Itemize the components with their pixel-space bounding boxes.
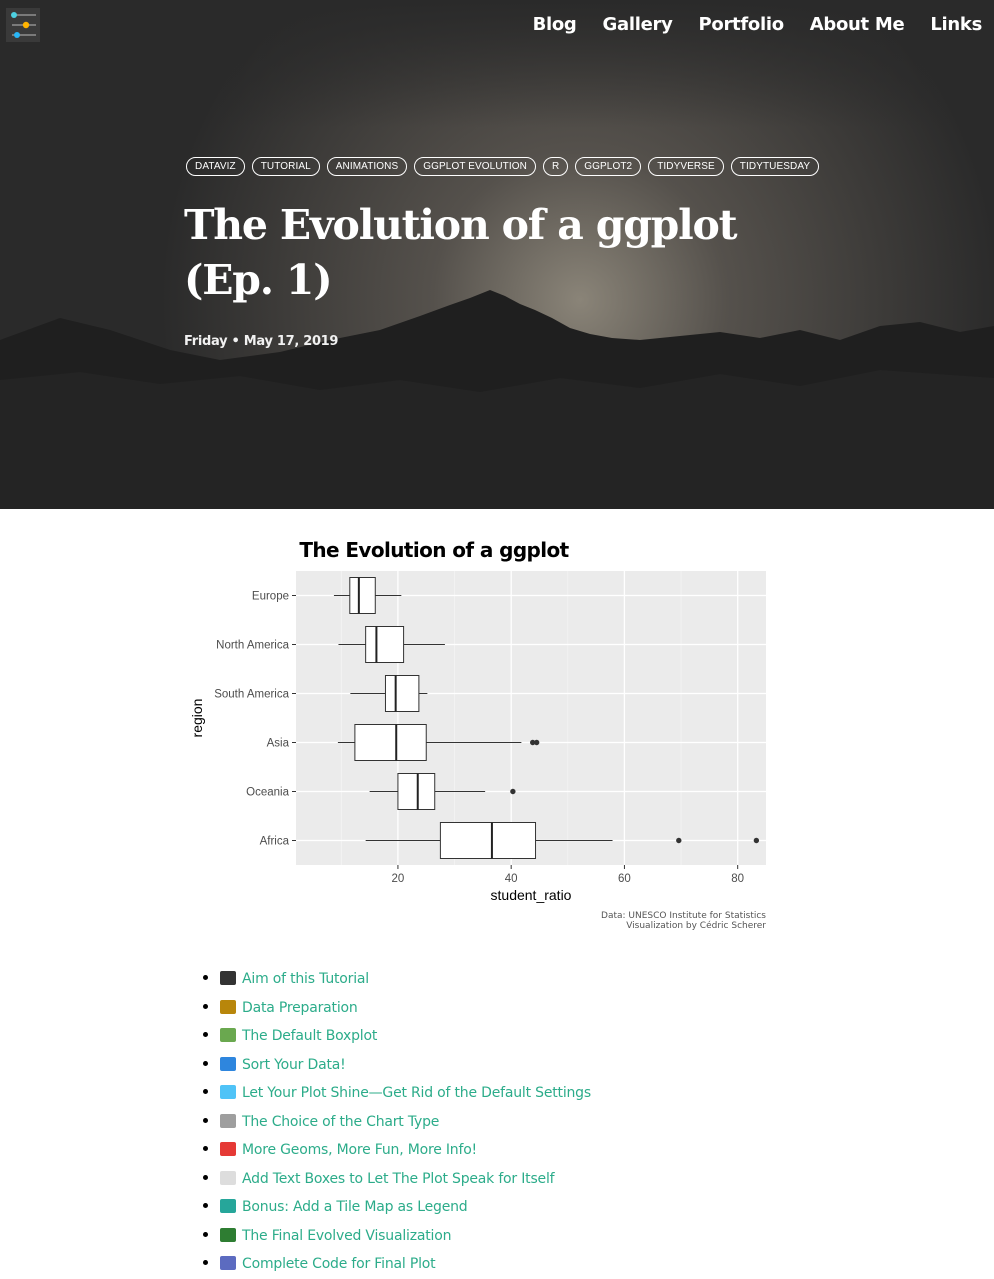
toc-link[interactable]: Bonus: Add a Tile Map as Legend: [242, 1199, 468, 1215]
y-tick-label: Europe: [252, 591, 289, 603]
y-tick-label: South America: [214, 689, 289, 701]
boxplot-chart: Europe North America South America Asia Ocea…: [189, 538, 766, 931]
chart-caption: Data: UNESCO Institute for Statistics: [601, 911, 766, 921]
toc-link[interactable]: More Geoms, More Fun, More Info!: [242, 1142, 477, 1158]
toc-link[interactable]: Add Text Boxes to Let The Plot Speak for…: [242, 1170, 555, 1187]
bar-chart-icon: [220, 1113, 236, 1128]
tag-dataviz[interactable]: DATAVIZ: [186, 157, 245, 176]
outlier-point: [529, 739, 536, 746]
nav-link-blog[interactable]: Blog: [532, 14, 577, 35]
tag-tidyverse[interactable]: TIDYVERSE: [648, 157, 724, 176]
post-title: The Evolution of a ggplot (Ep. 1): [184, 201, 738, 304]
toc-link[interactable]: Sort Your Data!: [242, 1056, 346, 1073]
y-axis-label: region: [189, 699, 205, 738]
toc-item: Let Your Plot Shine—Get Rid of the Defau…: [220, 1079, 591, 1108]
hero-header: Blog Gallery Portfolio About Me Links DA…: [0, 0, 994, 509]
plot-panel: [296, 571, 766, 865]
toc-item: Data Preparation: [220, 994, 591, 1023]
tag-list: DATAVIZ TUTORIAL ANIMATIONS GGPLOT EVOLU…: [186, 157, 820, 176]
toc-item: Sort Your Data!: [220, 1051, 591, 1080]
christmas-tree-icon: [220, 1227, 236, 1242]
outlier-point: [510, 788, 516, 795]
site-logo-icon[interactable]: [6, 8, 40, 42]
speech-balloon-icon: [220, 1170, 236, 1185]
toc-link[interactable]: The Choice of the Chart Type: [242, 1113, 440, 1130]
x-tick-label: 20: [392, 873, 405, 885]
tag-ggplot2[interactable]: GGPLOT2: [575, 157, 642, 176]
toc-link[interactable]: Aim of this Tutorial: [242, 971, 369, 987]
toc-item: The Choice of the Chart Type: [220, 1108, 591, 1137]
checkered-flag-icon: [220, 971, 236, 985]
box: [439, 822, 537, 859]
seedling-icon: [220, 1028, 236, 1042]
toc-link[interactable]: Data Preparation: [242, 999, 358, 1016]
laptop-icon: [220, 1256, 236, 1270]
chart-caption: Visualization by Cédric Scherer: [626, 920, 766, 931]
tag-ggplot-evolution[interactable]: GGPLOT EVOLUTION: [414, 157, 536, 176]
toc-item: More Geoms, More Fun, More Info!: [220, 1136, 591, 1165]
outlier-point: [533, 739, 540, 746]
x-tick-label: 40: [505, 873, 518, 885]
shuffle-icon: [220, 1056, 236, 1071]
toc-link[interactable]: Complete Code for Final Plot: [242, 1256, 436, 1272]
tag-tidytuesday[interactable]: TIDYTUESDAY: [730, 157, 820, 176]
toc-item: Complete Code for Final Plot: [220, 1250, 591, 1279]
toc-link[interactable]: The Default Boxplot: [242, 1028, 378, 1044]
main-nav: Blog Gallery Portfolio About Me Links: [507, 14, 983, 35]
hundred-points-icon: [220, 1142, 236, 1156]
tag-animations[interactable]: ANIMATIONS: [326, 157, 408, 176]
gem-icon: [220, 1085, 236, 1099]
box: [384, 675, 420, 712]
map-icon: [220, 1199, 236, 1213]
toc-link[interactable]: Let Your Plot Shine—Get Rid of the Defau…: [242, 1085, 591, 1101]
nav-link-gallery[interactable]: Gallery: [602, 14, 673, 35]
box: [349, 577, 376, 614]
box: [365, 626, 405, 663]
mountain-background-image: [0, 0, 994, 509]
nav-link-links[interactable]: Links: [930, 14, 982, 35]
toc-item: The Final Evolved Visualization: [220, 1222, 591, 1251]
nav-link-portfolio[interactable]: Portfolio: [698, 14, 785, 35]
x-tick-label: 80: [731, 873, 744, 885]
file-cabinet-icon: [220, 999, 236, 1014]
y-tick-label: Africa: [260, 836, 290, 848]
post-date: Friday • May 17, 2019: [184, 334, 339, 349]
toc-item: Add Text Boxes to Let The Plot Speak for…: [220, 1165, 591, 1194]
y-tick-label: North America: [216, 640, 289, 652]
outlier-point: [753, 837, 760, 844]
box: [397, 773, 436, 810]
outlier-point: [676, 837, 682, 844]
chart-title: The Evolution of a ggplot: [299, 538, 569, 562]
toc-link[interactable]: The Final Evolved Visualization: [242, 1227, 452, 1244]
toc-item: Bonus: Add a Tile Map as Legend: [220, 1193, 591, 1222]
tag-r[interactable]: R: [542, 157, 569, 176]
y-tick-label: Oceania: [246, 787, 289, 799]
tag-tutorial[interactable]: TUTORIAL: [251, 157, 320, 176]
box: [354, 724, 427, 761]
toc-item: Aim of this Tutorial: [220, 965, 591, 994]
table-of-contents: Aim of this Tutorial Data Preparation The …: [202, 965, 591, 1279]
toc-item: The Default Boxplot: [220, 1022, 591, 1051]
nav-link-about-me[interactable]: About Me: [809, 14, 905, 35]
y-tick-label: Asia: [267, 738, 290, 750]
x-axis-label: student_ratio: [491, 887, 572, 903]
x-tick-label: 60: [618, 873, 631, 885]
